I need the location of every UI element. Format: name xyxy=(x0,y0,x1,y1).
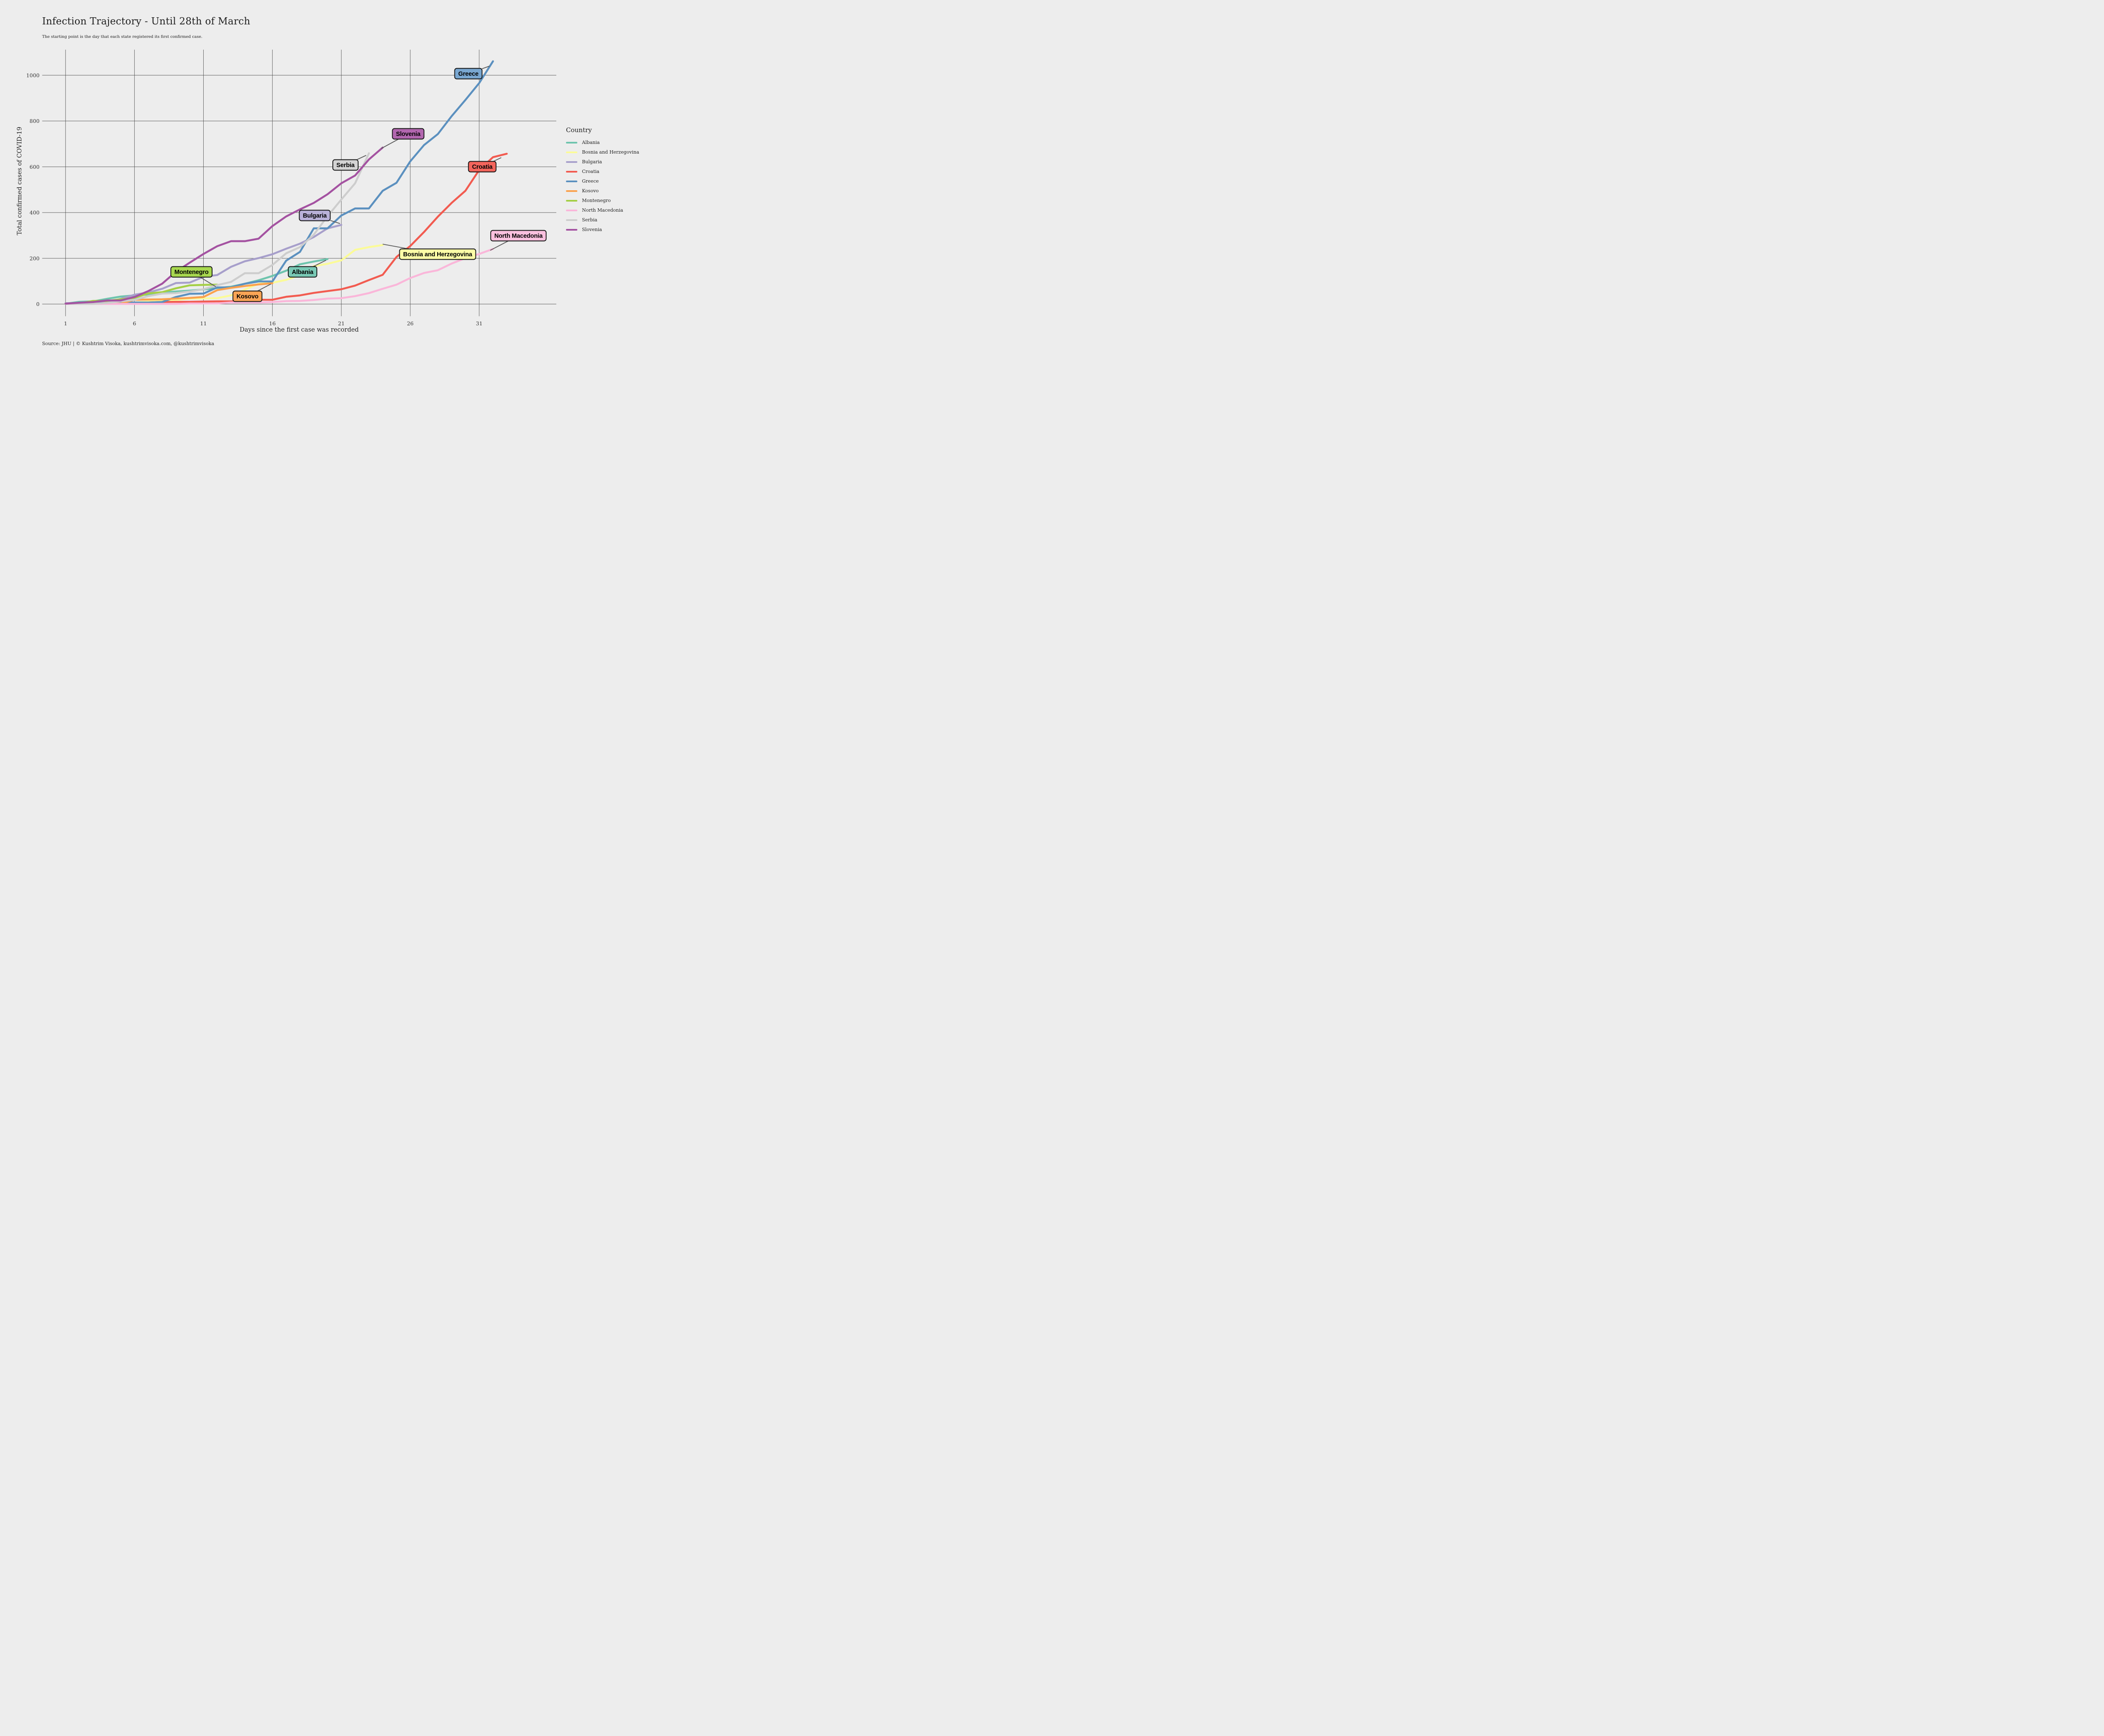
legend-item-albania: Albania xyxy=(566,138,656,147)
legend-item-label: Albania xyxy=(582,140,600,145)
legend-swatch xyxy=(566,219,577,221)
series-line-slovenia xyxy=(64,146,384,305)
label-leader-line xyxy=(493,157,502,162)
x-tick-label: 1 xyxy=(64,320,67,327)
country-label-box-croatia xyxy=(468,161,497,173)
y-tick-label: 800 xyxy=(29,118,40,124)
country-label-text: Croatia xyxy=(472,164,493,170)
legend-item-bosnia-and-herzegovina: Bosnia and Herzegovina xyxy=(566,147,656,157)
country-label-box-serbia xyxy=(332,159,359,171)
country-label-text: Albania xyxy=(292,269,314,276)
legend-swatch xyxy=(566,151,577,153)
legend-items: Albania Bosnia and Herzegovina Bulgaria Cro… xyxy=(566,138,656,234)
country-label-box-bosnia-and-herzegovina xyxy=(399,248,476,260)
legend-item-slovenia: Slovenia xyxy=(566,225,656,234)
legend-item-label: Croatia xyxy=(582,169,600,174)
legend-item-label: Greece xyxy=(582,178,599,184)
country-label-box-bulgaria xyxy=(299,210,331,221)
legend-swatch xyxy=(566,199,577,202)
page-title: Infection Trajectory - Until 28th of Mar… xyxy=(42,16,250,27)
x-tick-label: 26 xyxy=(407,320,414,327)
legend-item-serbia: Serbia xyxy=(566,215,656,225)
x-axis-title: Days since the first case was recorded xyxy=(239,327,359,333)
country-label-text: Kosovo xyxy=(236,293,258,300)
label-leader-line xyxy=(490,240,509,251)
series-lines xyxy=(64,60,508,305)
country-label-text: Serbia xyxy=(336,162,355,169)
label-leader-line xyxy=(482,66,490,69)
country-label-text: Greece xyxy=(458,71,478,77)
x-tick-label: 11 xyxy=(200,320,207,327)
legend-item-label: Bosnia and Herzegovina xyxy=(582,149,639,155)
y-tick-label: 1000 xyxy=(26,72,40,78)
country-label-text: Bosnia and Herzegovina xyxy=(403,251,473,258)
country-labels: Greece Slovenia Serbia Croatia Bulgaria North… xyxy=(170,68,547,302)
legend-item-label: North Macedonia xyxy=(582,207,623,213)
y-tick-label: 600 xyxy=(29,164,40,170)
legend-item-label: Slovenia xyxy=(582,227,602,232)
legend-swatch xyxy=(566,209,577,211)
legend-item-label: Serbia xyxy=(582,217,598,223)
country-label-box-montenegro xyxy=(170,266,213,278)
series-line-bosnia-and-herzegovina xyxy=(64,244,384,305)
x-tick-label: 31 xyxy=(476,320,483,327)
legend-item-label: Kosovo xyxy=(582,188,599,194)
country-label-box-slovenia xyxy=(392,128,425,140)
label-leader-lines xyxy=(200,66,509,292)
legend-swatch xyxy=(566,229,577,231)
legend-item-north-macedonia: North Macedonia xyxy=(566,205,656,215)
legend-title: Country xyxy=(566,126,592,134)
x-tick-label: 16 xyxy=(269,320,276,327)
legend-item-kosovo: Kosovo xyxy=(566,186,656,196)
legend: Country Albania Bosnia and Herzegovina Bul… xyxy=(566,126,656,234)
label-leader-line xyxy=(330,220,340,224)
country-label-box-greece xyxy=(454,68,483,80)
label-leader-line xyxy=(313,260,327,267)
x-tick-label: 21 xyxy=(338,320,345,327)
label-leader-line xyxy=(200,276,216,287)
series-line-serbia xyxy=(64,152,370,305)
legend-swatch xyxy=(566,141,577,144)
country-label-box-north-macedonia xyxy=(490,230,547,242)
legend-item-croatia: Croatia xyxy=(566,167,656,176)
chart-subtitle: The starting point is the day that each … xyxy=(42,35,202,39)
label-leader-line xyxy=(257,283,271,292)
country-label-box-kosovo xyxy=(232,290,263,302)
country-label-box-albania xyxy=(288,266,317,278)
series-line-croatia xyxy=(64,152,508,305)
legend-item-greece: Greece xyxy=(566,176,656,186)
country-label-text: North Macedonia xyxy=(494,233,543,239)
legend-item-label: Bulgaria xyxy=(582,159,602,165)
country-label-text: Montenegro xyxy=(175,269,209,276)
series-line-greece xyxy=(64,60,494,305)
legend-swatch xyxy=(566,180,577,182)
series-line-north-macedonia xyxy=(64,248,494,305)
legend-swatch xyxy=(566,170,577,173)
country-label-text: Bulgaria xyxy=(303,213,327,219)
y-tick-label: 200 xyxy=(29,255,40,261)
label-leader-line xyxy=(381,138,399,149)
legend-item-bulgaria: Bulgaria xyxy=(566,157,656,167)
y-tick-label: 400 xyxy=(29,210,40,216)
legend-swatch xyxy=(566,161,577,163)
y-axis-title: Total confirmed cases of COVID-19 xyxy=(16,127,23,235)
country-label-text: Slovenia xyxy=(396,131,421,138)
legend-item-label: Montenegro xyxy=(582,198,611,203)
legend-swatch xyxy=(566,190,577,192)
source-credit: Source: JHU | © Kushtrim Visoka, kushtri… xyxy=(42,341,214,346)
chart-canvas: 0 200 400 600 800 1000 1 6 11 16 21 26 31 Days since … xyxy=(0,0,660,367)
label-leader-line xyxy=(383,244,409,250)
legend-item-montenegro: Montenegro xyxy=(566,196,656,205)
x-tick-label: 6 xyxy=(133,320,136,327)
label-leader-line xyxy=(356,155,367,160)
y-tick-label: 0 xyxy=(36,301,40,307)
